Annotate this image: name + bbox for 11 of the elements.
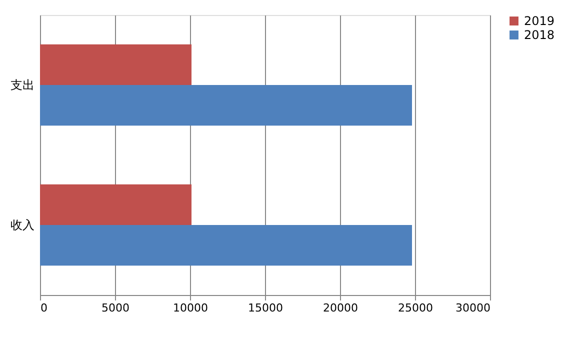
y-tick-label: 收入: [10, 218, 34, 232]
legend-label: 2018: [524, 28, 555, 42]
x-tick-label: 5000: [102, 302, 130, 314]
x-tick-label: 0: [40, 302, 48, 314]
x-tick-label: 25000: [398, 302, 433, 314]
x-tick-label: 20000: [323, 302, 358, 314]
x-tick-label: 15000: [248, 302, 283, 314]
legend-label: 2019: [524, 14, 555, 28]
x-tick-label: 30000: [456, 302, 490, 314]
y-tick-label: 支出: [10, 78, 34, 92]
x-tick-label: 10000: [173, 302, 208, 314]
